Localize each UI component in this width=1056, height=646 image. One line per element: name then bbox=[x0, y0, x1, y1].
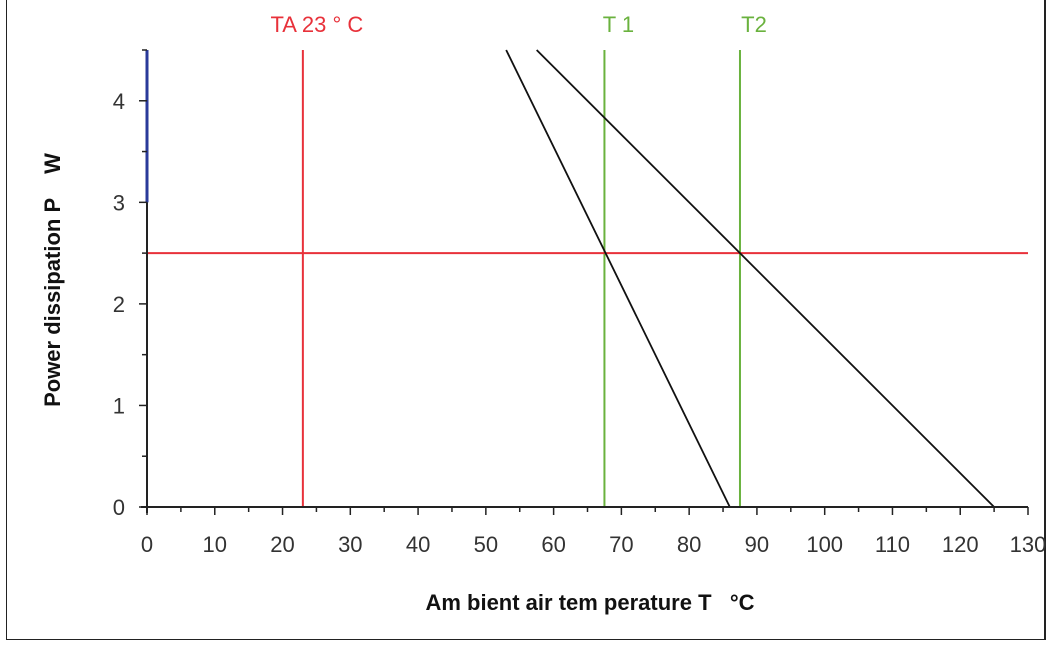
ref-label-0: TA 23 ° C bbox=[270, 12, 363, 37]
x-tick-label: 50 bbox=[474, 532, 498, 557]
ref-label-2: T2 bbox=[741, 12, 767, 37]
y-tick-label: 1 bbox=[113, 393, 125, 418]
x-tick-label: 20 bbox=[270, 532, 294, 557]
derating-line-1 bbox=[505, 49, 731, 508]
y-tick-label: 4 bbox=[113, 89, 125, 114]
x-tick-label: 0 bbox=[141, 532, 153, 557]
x-tick-label: 80 bbox=[677, 532, 701, 557]
x-tick-label: 10 bbox=[203, 532, 227, 557]
x-tick-label: 30 bbox=[338, 532, 362, 557]
x-axis-title: Am bient air tem perature T °C bbox=[425, 590, 754, 615]
x-tick-label: 100 bbox=[806, 532, 843, 557]
y-tick-label: 0 bbox=[113, 495, 125, 520]
derating-line-2 bbox=[536, 49, 995, 508]
series-lines bbox=[505, 49, 995, 508]
x-tick-label: 70 bbox=[609, 532, 633, 557]
x-tick-label: 40 bbox=[406, 532, 430, 557]
x-tick-label: 130 bbox=[1010, 532, 1047, 557]
axes bbox=[139, 49, 1029, 515]
x-tick-label: 60 bbox=[541, 532, 565, 557]
x-tick-label: 90 bbox=[745, 532, 769, 557]
chart-frame bbox=[6, 0, 1046, 640]
reference-lines bbox=[147, 50, 1028, 507]
annotations: TA 23 ° C T 1 T2 bbox=[270, 12, 766, 37]
x-tick-label: 110 bbox=[875, 532, 910, 557]
y-tick-label: 2 bbox=[113, 292, 125, 317]
y-tick-label: 3 bbox=[113, 190, 125, 215]
ref-label-1: T 1 bbox=[603, 12, 634, 37]
x-tick-label: 120 bbox=[942, 532, 979, 557]
tick-labels: 0 10 20 30 40 50 60 70 80 90 100 110 120 130 0 1 2 3 4 bbox=[113, 89, 1047, 557]
y-axis-title: Power dissipation P W bbox=[40, 153, 65, 407]
